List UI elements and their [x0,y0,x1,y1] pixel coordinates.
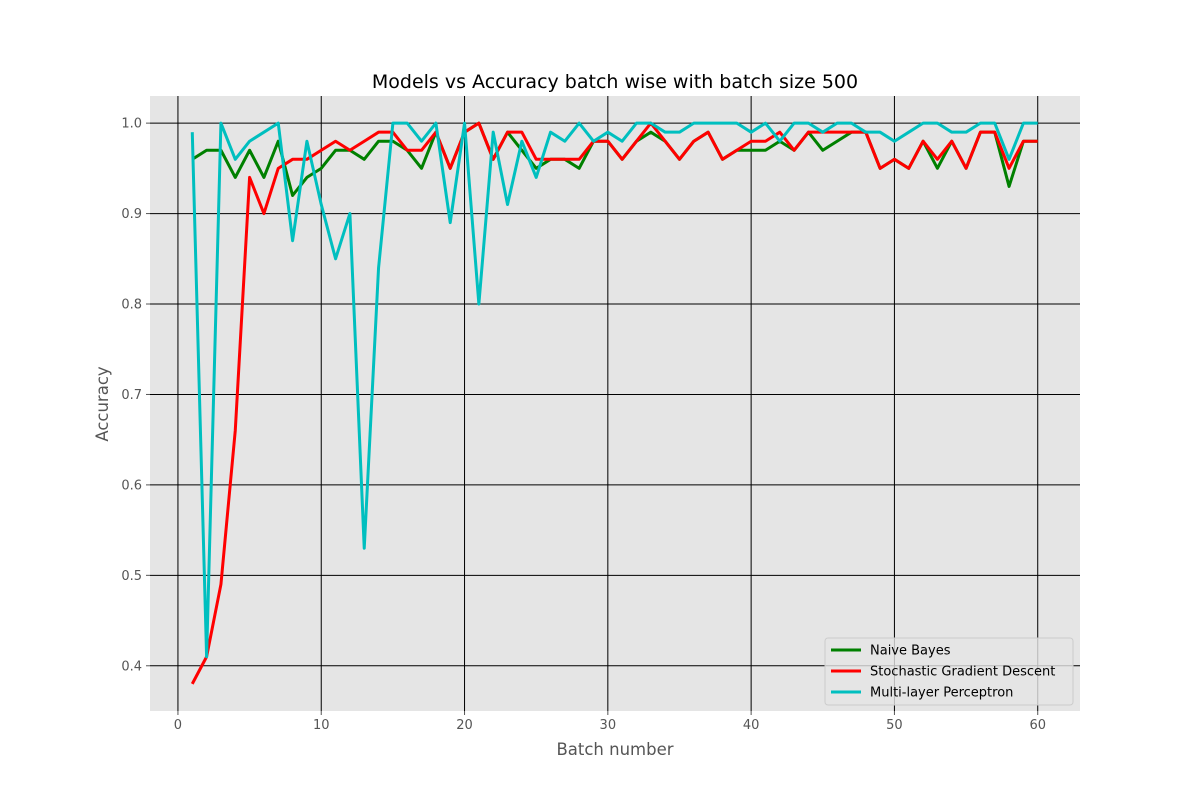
x-tick-label: 20 [456,718,473,733]
y-tick-label: 0.6 [121,478,142,493]
x-tick-label: 0 [174,718,182,733]
legend-box [824,637,1074,706]
y-tick-label: 0.7 [121,388,142,403]
series-line-stochastic-gradient-descent [190,121,1038,685]
legend-label: Stochastic Gradient Descent [870,665,1055,680]
x-axis-label: Batch number [556,740,673,759]
x-tick-label: 30 [600,718,617,733]
y-tick-label: 0.9 [121,207,142,222]
y-tick-label: 0.4 [121,659,142,674]
x-tick-label: 10 [313,718,330,733]
y-tick-label: 0.5 [121,569,142,584]
y-tick-label: 1.0 [121,117,142,132]
axis-ticks: 0 10 20 30 40 50 60 0.4 0.5 0.6 0.7 0.8 0.9 1.0 [121,117,1046,733]
x-tick-label: 50 [886,718,903,733]
series-lines [190,121,1038,685]
plot-background [150,96,1080,711]
legend: Naive Bayes Stochastic Gradient Descent Mu… [824,637,1074,706]
y-tick-label: 0.8 [121,298,142,313]
x-tick-label: 40 [743,718,760,733]
chart-title: Models vs Accuracy batch wise with batch… [372,71,858,93]
y-axis-label: Accuracy [93,366,112,442]
legend-label: Naive Bayes [870,644,951,659]
legend-label: Multi-layer Perceptron [870,686,1013,701]
x-tick-label: 60 [1029,718,1046,733]
series-line-multi-layer-perceptron [190,121,1038,659]
grid-lines [150,96,1080,711]
